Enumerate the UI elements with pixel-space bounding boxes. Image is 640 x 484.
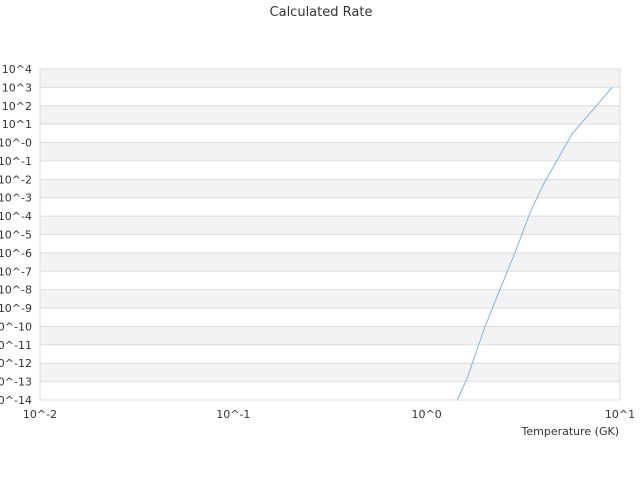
y-tick-label: 10^-11	[0, 339, 32, 352]
y-tick-label: 10^2	[2, 100, 32, 113]
grid-band	[40, 234, 620, 253]
y-tick-label: 10^-0	[0, 137, 32, 150]
y-tick-label: 10^-12	[0, 357, 32, 370]
y-tick-label: 10^-2	[0, 173, 32, 186]
grid-band	[40, 271, 620, 290]
grid-band	[40, 289, 620, 309]
x-tick-label: 10^0	[412, 408, 442, 421]
grid-band	[40, 105, 620, 125]
grid-band	[40, 308, 620, 327]
grid-band	[40, 197, 620, 217]
grid-band	[40, 160, 620, 180]
y-tick-label: 10^-7	[0, 265, 32, 278]
grid-band	[40, 179, 620, 198]
y-tick-label: 10^-13	[0, 376, 32, 389]
grid-band	[40, 87, 620, 106]
x-tick-label: 10^-2	[23, 408, 57, 421]
y-tick-label: 10^-10	[0, 320, 32, 333]
grid-band	[40, 252, 620, 272]
y-tick-label: 10^-1	[0, 155, 32, 168]
grid-band	[40, 124, 620, 143]
grid-band	[40, 216, 620, 235]
grid-band	[40, 142, 620, 161]
x-tick-label: 10^-1	[216, 408, 250, 421]
y-tick-label: 10^-14	[0, 394, 32, 407]
y-tick-label: 10^-5	[0, 229, 32, 242]
y-tick-label: 10^-3	[0, 192, 32, 205]
y-tick-label: 10^-4	[0, 210, 32, 223]
x-tick-label: 10^1	[605, 408, 635, 421]
y-tick-label: 10^-8	[0, 284, 32, 297]
y-tick-label: 10^4	[2, 63, 32, 76]
grid-band	[40, 326, 620, 345]
series-line	[456, 87, 613, 401]
grid-band	[40, 344, 620, 364]
grid-band	[40, 69, 620, 88]
y-tick-label: 10^-9	[0, 302, 32, 315]
x-axis-label: Temperature (GK)	[521, 425, 620, 438]
plot-border	[39, 68, 621, 401]
chart-title: Calculated Rate	[270, 5, 373, 20]
y-tick-label: 10^1	[2, 118, 32, 131]
y-tick-label: 10^3	[2, 81, 32, 94]
grid-band	[40, 363, 620, 382]
y-tick-label: 10^-6	[0, 247, 32, 260]
grid-band	[40, 381, 620, 400]
